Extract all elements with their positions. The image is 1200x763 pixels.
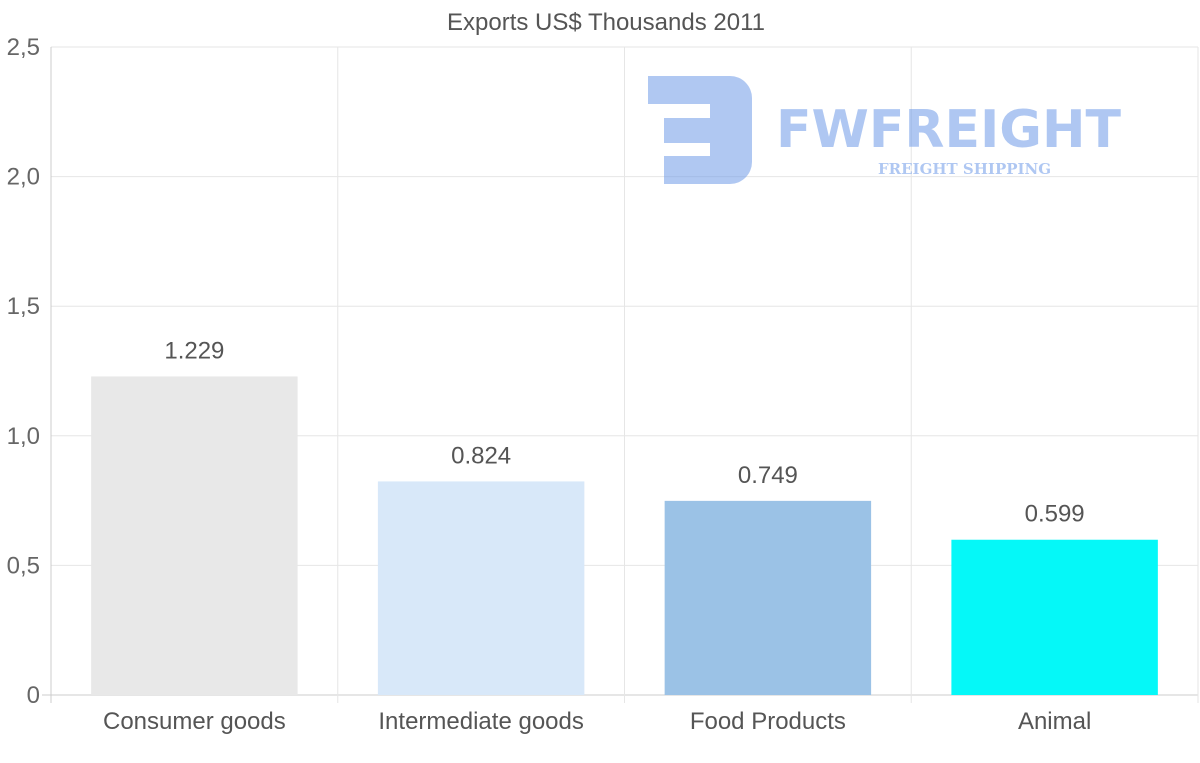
x-axis: Consumer goods Intermediate goods Food Pro… [103,708,1091,735]
bar[interactable] [951,539,1158,695]
watermark-brand: FWFREIGHT [776,100,1122,160]
bars [91,376,1158,695]
bar[interactable] [377,481,585,695]
data-labels: 1.229 0.824 0.749 0.599 [164,337,1084,527]
y-tick-label: 2,5 [7,34,40,61]
watermark-logo: FWFREIGHT FREIGHT SHIPPING [648,76,1122,184]
data-label: 1.229 [164,337,224,364]
y-tick-label: 1,0 [7,423,40,450]
watermark-logo-mark [648,76,752,184]
y-tick-label: 2,0 [7,164,40,191]
data-label: 0.599 [1025,501,1085,528]
bar[interactable] [664,500,872,695]
data-label: 0.824 [451,442,511,469]
x-tick-label: Food Products [690,708,846,735]
x-tick-label: Animal [1018,708,1091,735]
chart-title: Exports US$ Thousands 2011 [447,9,765,36]
x-tick-label: Consumer goods [103,708,286,735]
y-axis: 0 0,5 1,0 1,5 2,0 2,5 [7,34,40,709]
y-tick-label: 1,5 [7,293,40,320]
data-label: 0.749 [738,462,798,489]
y-tick-label: 0,5 [7,552,40,579]
y-tick-label: 0 [27,682,40,709]
x-tick-label: Intermediate goods [378,708,583,735]
watermark-tagline: FREIGHT SHIPPING [878,160,1051,178]
bar[interactable] [91,376,298,695]
